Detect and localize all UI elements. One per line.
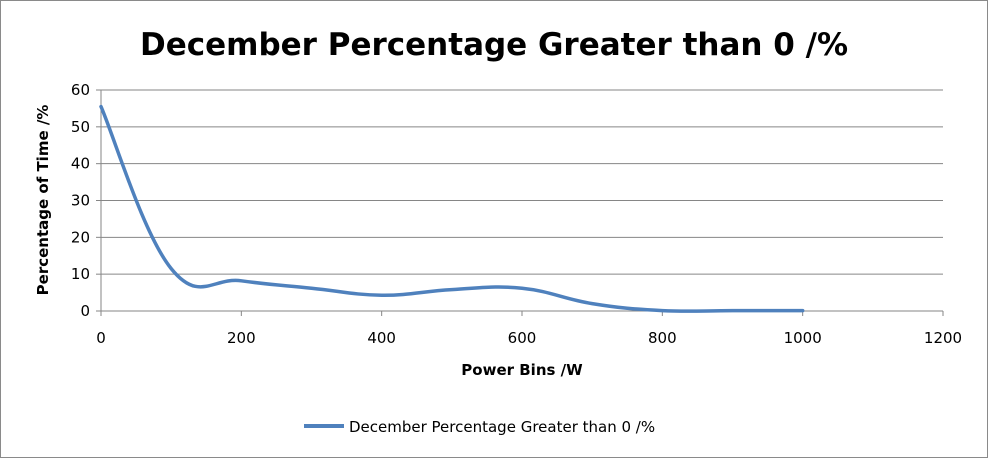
x-tick-label-800: 800 — [648, 329, 677, 347]
y-tick-label-40: 40 — [71, 155, 90, 173]
y-tick-label-60: 60 — [71, 81, 90, 99]
y-tick-label-20: 20 — [71, 228, 90, 246]
series-lines — [99, 104, 805, 313]
x-tick-label-600: 600 — [508, 329, 537, 347]
x-tick-labels: 0 200 400 600 800 1000 1200 — [96, 329, 962, 347]
y-tick-labels: 0 10 20 30 40 50 60 — [71, 81, 90, 320]
y-tick-label-0: 0 — [80, 302, 90, 320]
x-tick-label-400: 400 — [367, 329, 396, 347]
x-tick-label-0: 0 — [96, 329, 106, 347]
y-axis-title: Percentage of Time /% — [34, 105, 52, 296]
legend: December Percentage Greater than 0 /% — [304, 418, 655, 436]
gridlines — [101, 89, 943, 275]
y-tick-label-50: 50 — [71, 118, 90, 136]
x-tick-label-200: 200 — [227, 329, 256, 347]
chart-title: December Percentage Greater than 0 /% — [140, 27, 848, 63]
series-line-0 — [99, 104, 805, 313]
y-tick-label-30: 30 — [71, 192, 90, 210]
x-tick-label-1000: 1000 — [784, 329, 822, 347]
x-axis-title: Power Bins /W — [461, 361, 583, 379]
x-tick-label-1200: 1200 — [924, 329, 962, 347]
legend-label: December Percentage Greater than 0 /% — [349, 418, 655, 436]
y-tick-label-10: 10 — [71, 265, 90, 283]
